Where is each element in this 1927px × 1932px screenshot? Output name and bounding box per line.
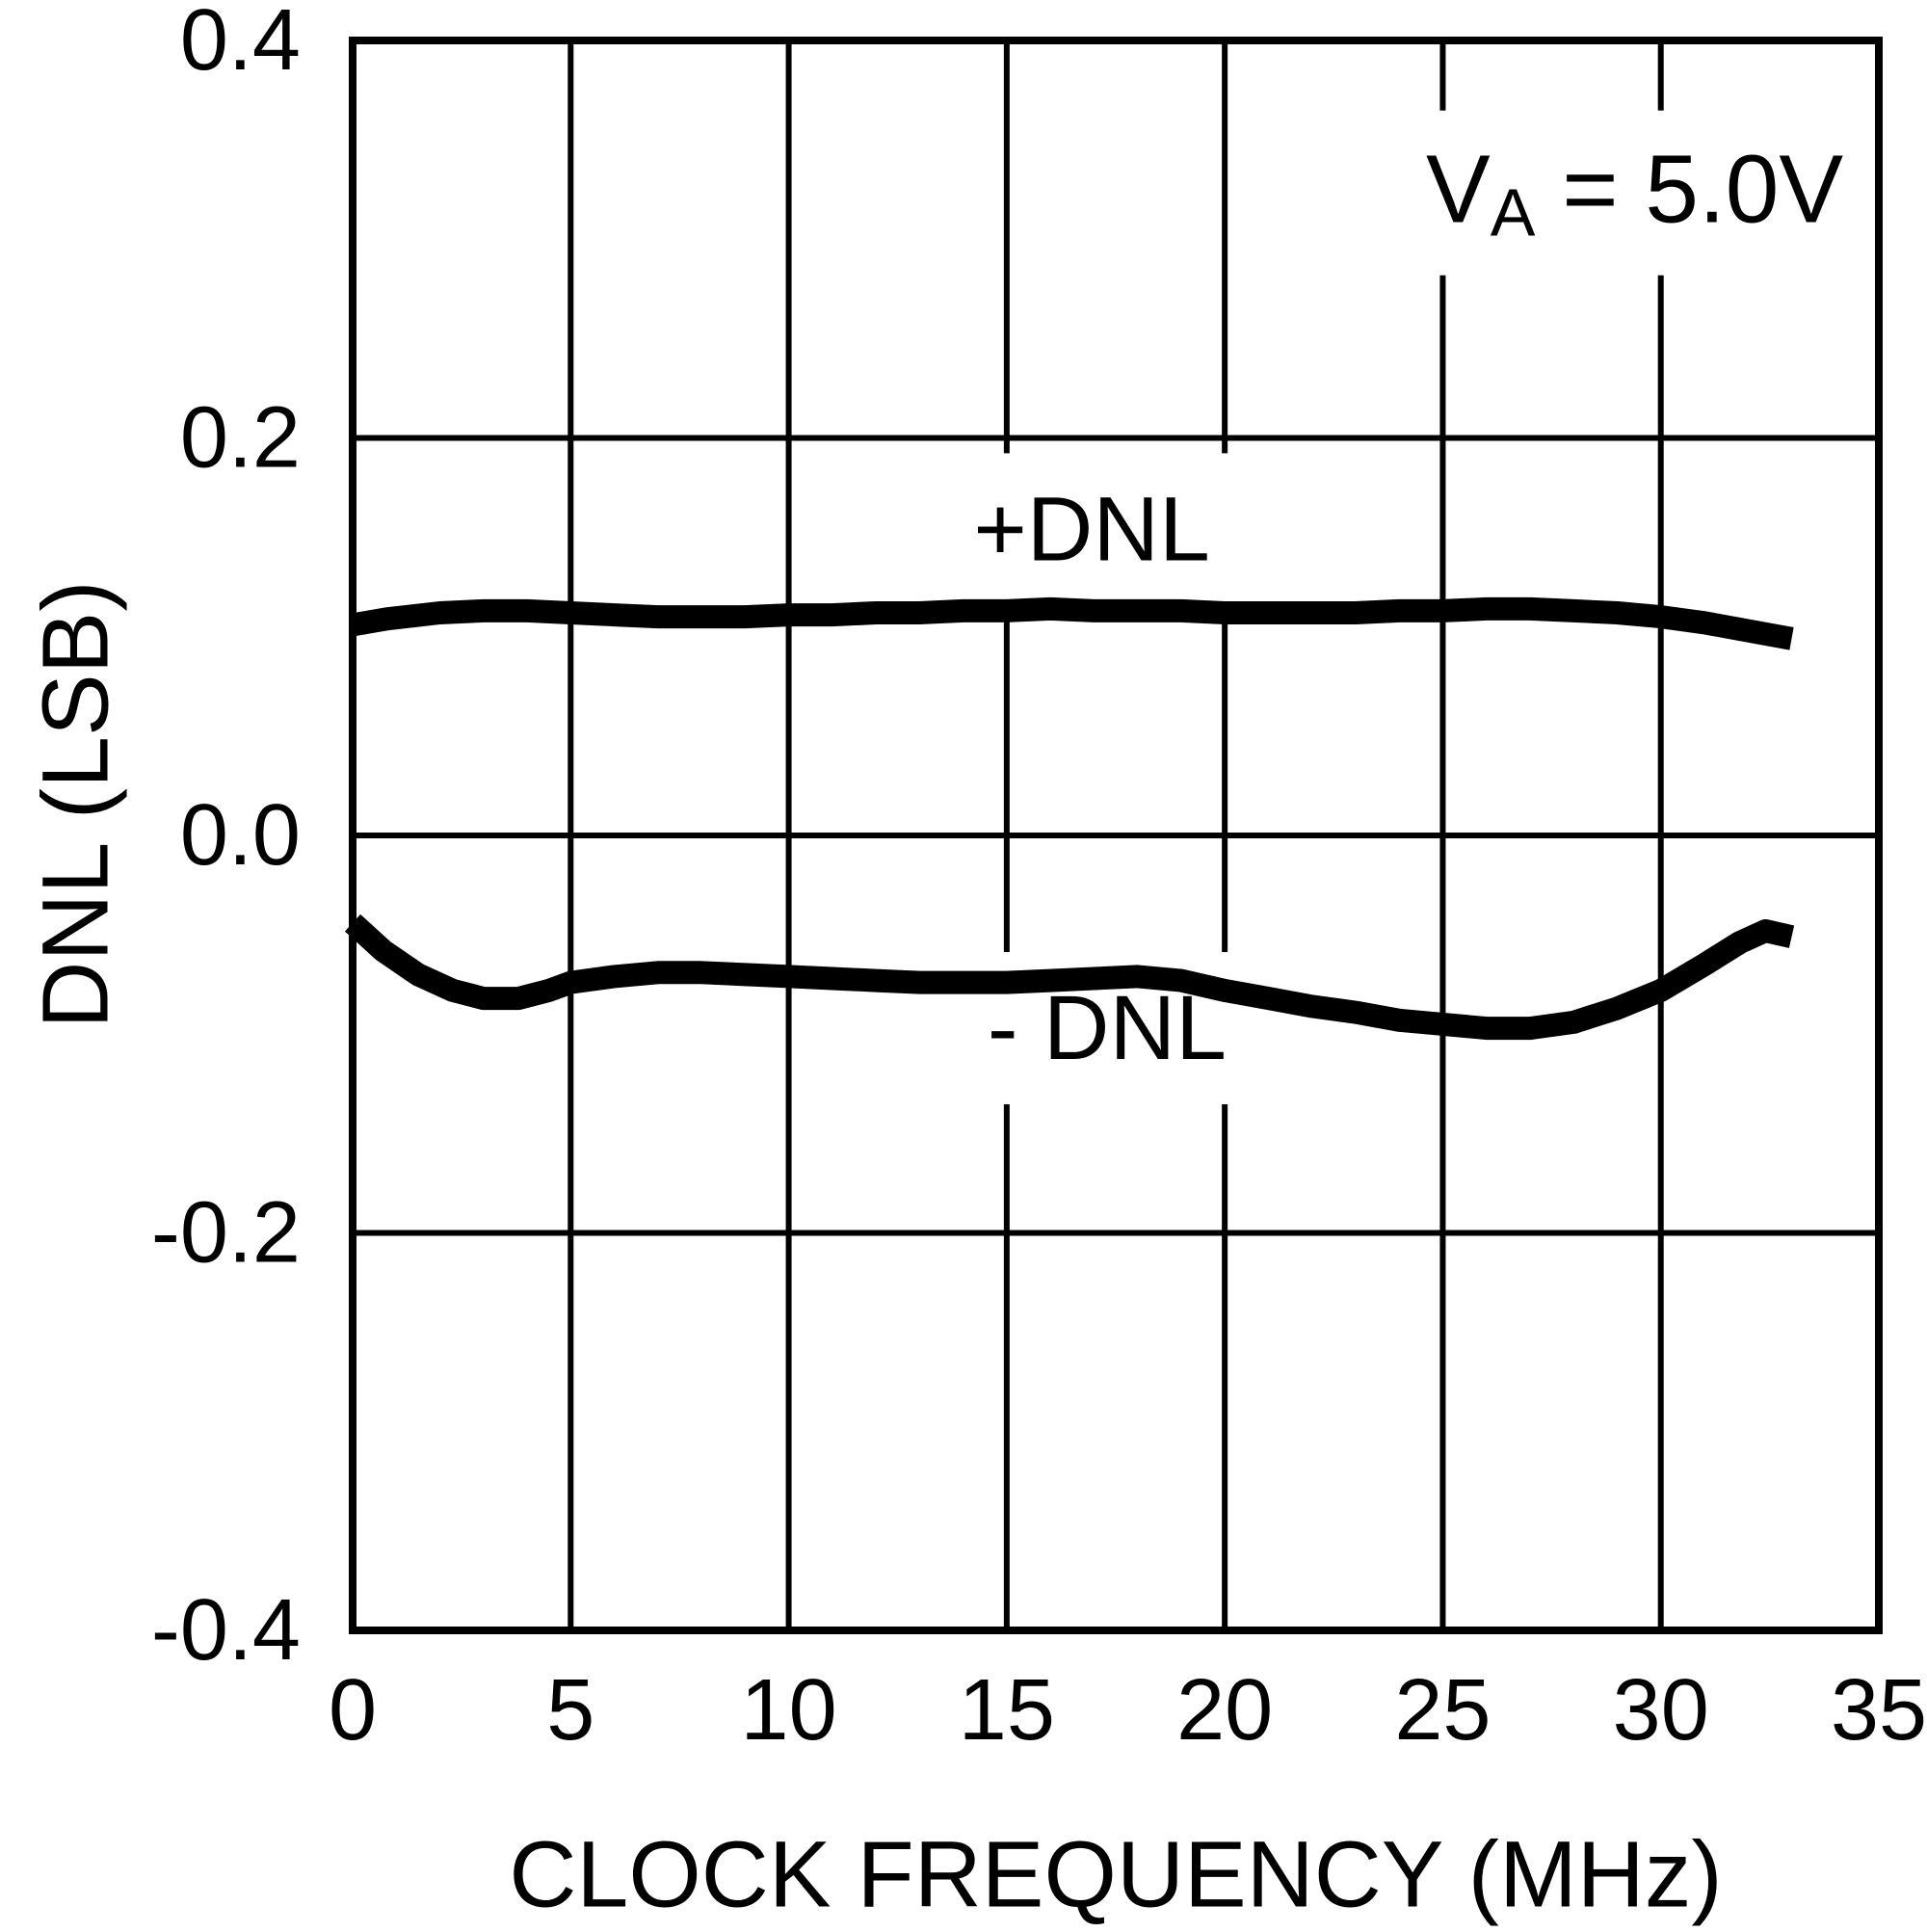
x-axis-title: CLOCK FREQUENCY (MHz) [509, 1822, 1722, 1927]
y-tick-label: 0.0 [180, 787, 301, 884]
x-tick-label: 20 [1176, 1662, 1273, 1759]
minus-dnl-label: - DNL [988, 977, 1227, 1079]
va-annotation-background [1399, 110, 1871, 276]
va-annotation: VA = 5.0V [1426, 136, 1843, 251]
plus-dnl-label-background [946, 453, 1237, 606]
plot-frame [349, 37, 1883, 1634]
x-tick-label: 15 [959, 1662, 1055, 1759]
plus-dnl-label: +DNL [973, 478, 1210, 580]
y-axis-title: DNL (LSB) [23, 580, 128, 1028]
minus-dnl-curve [344, 913, 1795, 1041]
y-tick-label: 0.2 [180, 390, 301, 487]
x-tick-label: 35 [1831, 1662, 1927, 1759]
y-tick-label: 0.4 [180, 0, 301, 89]
x-tick-label: 10 [741, 1662, 837, 1759]
x-tick-label: 5 [546, 1662, 594, 1759]
plus-dnl-curve [350, 596, 1794, 650]
x-tick-label: 25 [1394, 1662, 1491, 1759]
x-tick-label: 30 [1613, 1662, 1709, 1759]
x-tick-label: 0 [329, 1662, 377, 1759]
y-tick-label: -0.4 [151, 1582, 301, 1679]
y-tick-label: -0.2 [151, 1185, 301, 1282]
